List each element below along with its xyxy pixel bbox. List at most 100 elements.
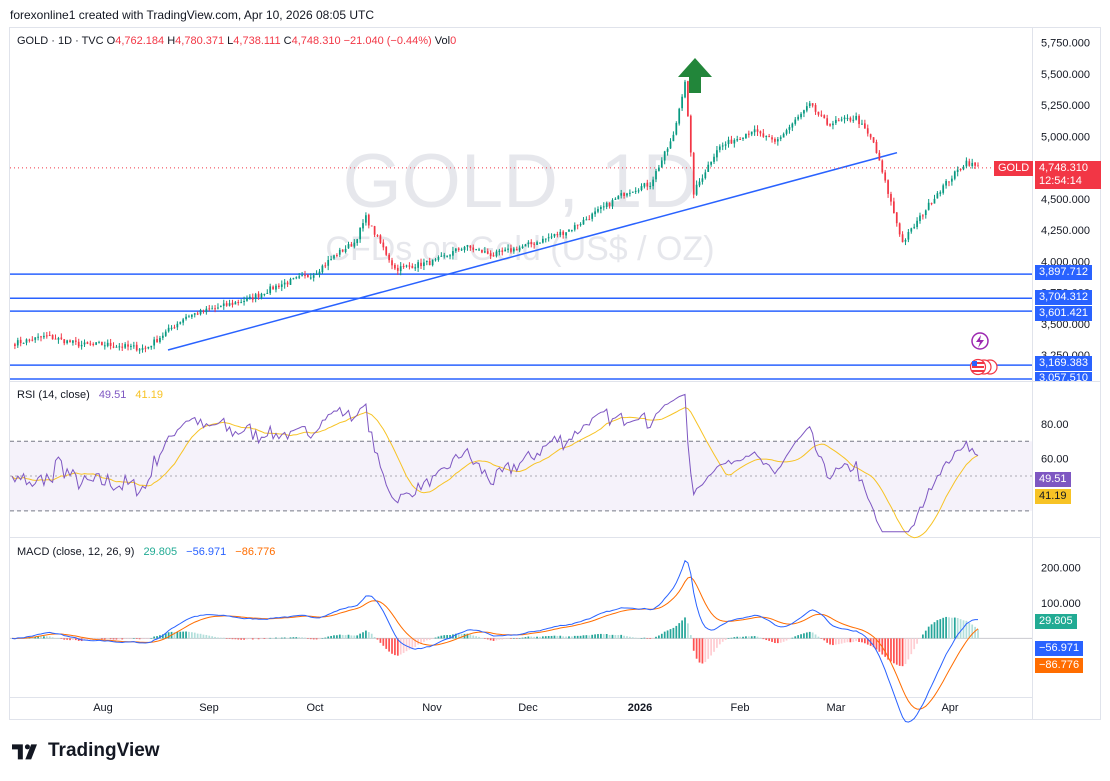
candle-body — [788, 127, 791, 130]
macd-histogram-bar — [910, 638, 913, 655]
candle-body — [695, 184, 698, 195]
candle-body — [512, 248, 515, 252]
candle-body — [309, 277, 312, 279]
symbol-title[interactable]: GOLD · 1D · TVC — [17, 35, 104, 47]
macd-histogram-bar — [588, 635, 591, 639]
chart-frame[interactable] — [9, 27, 1101, 720]
macd-histogram-bar — [698, 638, 701, 663]
candle-body — [779, 137, 782, 139]
macd-histogram-bar — [631, 637, 634, 639]
candle-body — [658, 167, 660, 171]
macd-histogram-bar — [57, 638, 60, 639]
candle-body — [190, 314, 193, 317]
candle-body — [939, 192, 942, 194]
macd-histogram-bar — [507, 638, 509, 639]
macd-histogram-bar — [103, 638, 106, 640]
macd-histogram-bar — [51, 637, 54, 639]
candle-body — [649, 185, 652, 187]
macd-histogram-bar — [63, 638, 66, 640]
rsi-legend[interactable]: RSI (14, close) 49.51 41.19 — [17, 389, 163, 401]
low-label: L — [227, 35, 234, 47]
candle-body — [98, 342, 100, 344]
candle-body — [25, 339, 28, 343]
candle-body — [533, 243, 536, 245]
macd-histogram-bar — [893, 638, 895, 664]
macd-histogram-bar — [634, 637, 637, 639]
macd-histogram-bar — [614, 634, 617, 639]
macd-histogram-bar — [571, 636, 573, 639]
ohlc-legend[interactable]: GOLD · 1D · TVC O4,762.184 H4,780.371 L4… — [17, 35, 456, 47]
macd-histogram-bar — [582, 635, 585, 639]
macd-histogram-bar — [765, 638, 768, 641]
candle-body — [797, 116, 800, 120]
candle-body — [846, 117, 849, 119]
candle-body — [739, 138, 741, 140]
candle-body — [640, 186, 643, 191]
macd-histogram-bar — [437, 636, 440, 639]
macd-legend[interactable]: MACD (close, 12, 26, 9) 29.805 −56.971 −… — [17, 546, 275, 558]
macd-histogram-bar — [814, 634, 817, 639]
candle-body — [80, 344, 83, 347]
macd-histogram-bar — [446, 635, 449, 639]
event-markers[interactable] — [969, 332, 998, 376]
macd-histogram-bar — [689, 635, 692, 639]
candle-body — [185, 316, 187, 319]
macd-histogram-bar — [40, 636, 42, 639]
candle-body — [602, 206, 605, 208]
macd-histogram-bar — [901, 638, 904, 667]
macd-histogram-bar — [489, 638, 492, 641]
macd-histogram-bar — [286, 637, 289, 639]
rsi-ma-value: 41.19 — [135, 389, 163, 401]
candle-body — [318, 271, 321, 275]
macd-histogram-bar — [788, 638, 791, 640]
macd-histogram-bar — [878, 638, 881, 652]
candle-body — [301, 275, 303, 277]
candle-body — [115, 346, 118, 348]
candle-body — [600, 207, 602, 210]
lightning-glyph-icon — [976, 335, 984, 348]
candle-body — [51, 334, 54, 340]
candle-body — [463, 246, 466, 250]
macd-histogram-bar — [69, 638, 71, 641]
macd-histogram-bar — [884, 638, 887, 657]
up-arrow-annotation[interactable] — [678, 58, 712, 93]
rsi-title[interactable]: RSI (14, close) — [17, 389, 90, 401]
candle-body — [138, 349, 141, 351]
candle-body — [626, 193, 628, 196]
candle-body — [544, 238, 547, 240]
macd-histogram-bar — [173, 631, 176, 639]
macd-histogram-bar — [266, 638, 269, 639]
candle-body — [217, 307, 219, 309]
macd-histogram-bar — [440, 635, 443, 639]
macd-histogram-bar — [916, 638, 918, 644]
macd-histogram-bar — [771, 638, 773, 642]
candle-body — [704, 172, 707, 179]
candle-body — [292, 278, 295, 280]
candle-body — [504, 249, 507, 252]
macd-histogram-bar — [779, 638, 782, 643]
macd-histogram-bar — [54, 637, 57, 639]
candle-body — [394, 264, 396, 269]
candle-body — [63, 339, 66, 344]
tradingview-logo[interactable]: TradingView — [12, 740, 160, 762]
macd-pane — [10, 559, 1032, 723]
candle-body — [161, 335, 164, 338]
macd-histogram-bar — [95, 638, 97, 640]
candle-body — [402, 265, 405, 267]
macd-histogram-bar — [295, 637, 298, 639]
macd-histogram-bar — [483, 638, 486, 639]
macd-histogram-bar — [904, 638, 907, 665]
candle-body — [559, 231, 562, 236]
candle-body — [930, 203, 933, 205]
time-axis-label: Aug — [93, 702, 113, 714]
macd-title[interactable]: MACD (close, 12, 26, 9) — [17, 546, 135, 558]
macd-histogram-bar — [541, 636, 544, 639]
macd-histogram-bar — [736, 636, 739, 639]
macd-histogram-bar — [324, 637, 327, 639]
candle-body — [858, 115, 860, 125]
candle-body — [170, 327, 173, 329]
macd-histogram-bar — [135, 638, 138, 640]
candle-body — [678, 108, 681, 124]
candle-body — [681, 96, 683, 109]
